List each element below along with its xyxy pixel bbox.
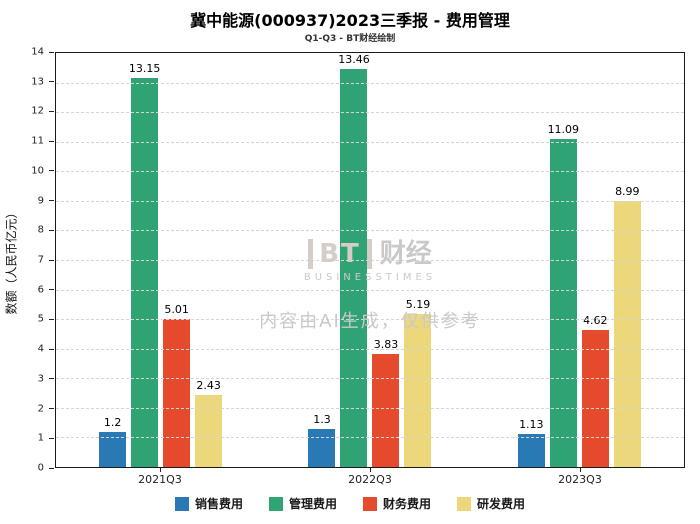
legend-label: 研发费用 <box>477 497 526 511</box>
y-tick-label: 13 <box>31 76 44 88</box>
legend-swatch <box>268 496 283 511</box>
y-tick-label: 7 <box>37 254 44 266</box>
bar-value-label: 1.2 <box>103 415 122 429</box>
y-tick-label: 9 <box>37 195 44 207</box>
legend-swatch <box>363 496 377 511</box>
bar-group: 1.13 11.09 4.62 8.99 <box>515 53 643 467</box>
y-tick-label: 11 <box>31 135 44 147</box>
y-tick-label: 0 <box>37 462 44 474</box>
bar: 5.01 <box>163 303 191 467</box>
bar-value-label: 5.01 <box>164 302 189 316</box>
legend-item: 管理费用 <box>268 495 337 512</box>
gridline <box>56 319 684 321</box>
x-tick-label: 2021Q3 <box>138 473 182 486</box>
x-tick-label: 2022Q3 <box>348 473 392 486</box>
y-tick-label: 5 <box>37 313 44 325</box>
y-tick-label: 4 <box>37 343 44 355</box>
y-tick-mark <box>49 81 54 83</box>
bar: 11.09 <box>548 123 579 467</box>
gridline <box>56 260 684 261</box>
bar-group: 1.3 13.46 3.83 5.19 <box>306 53 434 467</box>
x-tick-mark <box>580 468 581 472</box>
y-tick-mark <box>49 110 54 112</box>
legend-item: 研发费用 <box>457 495 525 512</box>
y-tick-mark <box>49 437 54 439</box>
y-tick-label: 2 <box>37 403 44 415</box>
bar-value-label: 1.13 <box>519 417 544 431</box>
bar-group: 1.2 13.15 5.01 2.43 <box>97 53 225 467</box>
y-tick-mark <box>49 229 54 231</box>
bar-value-label: 4.62 <box>583 314 608 328</box>
x-tick-mark <box>370 468 371 472</box>
y-tick-label: 3 <box>37 373 44 385</box>
y-axis: 0 1 2 3 4 5 6 7 8 9 10 11 12 13 14 <box>0 47 55 474</box>
chart-subtitle: Q1-Q3 - BT财经绘制 <box>304 34 396 44</box>
gridline <box>56 289 684 291</box>
legend-item: 销售费用 <box>174 495 243 512</box>
y-tick-label: 12 <box>31 105 44 117</box>
x-axis: 2021Q3 2022Q3 2023Q3 <box>55 468 685 488</box>
y-tick-label: 8 <box>37 224 44 236</box>
gridline <box>56 82 684 84</box>
legend-swatch <box>457 496 472 511</box>
bar: 13.15 <box>129 62 160 467</box>
legend-label: 管理费用 <box>288 497 337 511</box>
bar: 3.83 <box>372 338 400 467</box>
bars: 1.2 13.15 5.01 2.43 1.3 13.46 3.83 5.19 1.13 11.0… <box>56 53 684 467</box>
bar-value-label: 1.3 <box>313 412 331 426</box>
x-tick-label: 2023Q3 <box>558 473 602 486</box>
bar-value-label: 13.46 <box>338 52 370 66</box>
x-tick-mark <box>160 468 161 472</box>
gridline <box>56 141 684 143</box>
bar: 8.99 <box>613 185 641 467</box>
y-tick-mark <box>49 318 54 320</box>
y-tick-label: 1 <box>37 432 44 444</box>
gridline <box>56 200 684 202</box>
bar: 4.62 <box>581 314 609 467</box>
y-tick-mark <box>49 140 54 142</box>
bar-value-label: 13.15 <box>128 62 161 76</box>
gridline <box>56 407 684 409</box>
chart-title: 冀中能源(000937)2023三季报 - 费用管理 <box>190 11 510 30</box>
legend-label: 财务费用 <box>383 497 432 511</box>
legend: 销售费用 管理费用 财务费用 研发费用 <box>0 495 700 512</box>
bar-value-label: 5.19 <box>405 297 431 311</box>
gridline <box>56 230 684 232</box>
y-tick-mark <box>49 348 54 350</box>
legend-swatch <box>174 496 189 511</box>
bar-value-label: 11.09 <box>547 123 580 137</box>
y-tick-mark <box>49 259 54 261</box>
y-tick-label: 10 <box>31 165 44 177</box>
y-tick-mark <box>49 408 54 410</box>
bar-value-label: 2.43 <box>196 379 221 393</box>
y-tick-mark <box>49 467 54 469</box>
gridline <box>56 112 684 114</box>
y-tick-label: 6 <box>37 284 44 296</box>
y-tick-mark <box>49 200 54 202</box>
bar: 1.13 <box>517 418 545 467</box>
legend-label: 销售费用 <box>194 497 243 511</box>
plot-area: 1.2 13.15 5.01 2.43 1.3 13.46 3.83 5.19 1.13 11.0… <box>55 52 685 468</box>
gridline <box>56 171 684 173</box>
y-tick-mark <box>49 289 54 291</box>
gridline <box>56 378 684 380</box>
y-tick-mark <box>49 170 54 172</box>
bar-value-label: 3.83 <box>373 337 399 351</box>
y-tick-label: 14 <box>31 46 44 58</box>
y-tick-mark <box>49 51 54 53</box>
bar-value-label: 8.99 <box>615 185 640 199</box>
legend-item: 财务费用 <box>363 495 431 512</box>
y-tick-mark <box>49 378 54 380</box>
gridline <box>56 437 684 439</box>
bar: 2.43 <box>195 379 223 467</box>
bar: 1.3 <box>308 413 336 467</box>
bar: 5.19 <box>404 298 432 467</box>
gridline <box>56 348 684 350</box>
bar: 13.46 <box>338 53 370 467</box>
